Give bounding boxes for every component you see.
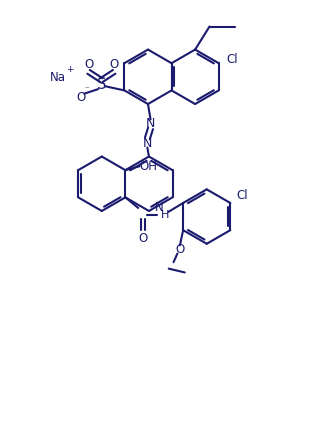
Text: O: O: [84, 58, 93, 71]
Text: ⁻: ⁻: [84, 85, 89, 94]
Text: O: O: [138, 232, 148, 245]
Text: Cl: Cl: [226, 53, 238, 66]
Text: N: N: [155, 202, 164, 214]
Text: Na: Na: [49, 71, 66, 84]
Text: Cl: Cl: [237, 190, 248, 202]
Text: O: O: [109, 58, 119, 71]
Text: O: O: [175, 243, 184, 256]
Text: N: N: [143, 137, 152, 150]
Text: OH: OH: [140, 160, 157, 173]
Text: H: H: [161, 210, 170, 220]
Text: +: +: [67, 65, 74, 74]
Text: S: S: [97, 77, 106, 92]
Text: O: O: [76, 91, 85, 104]
Text: N: N: [146, 117, 155, 130]
